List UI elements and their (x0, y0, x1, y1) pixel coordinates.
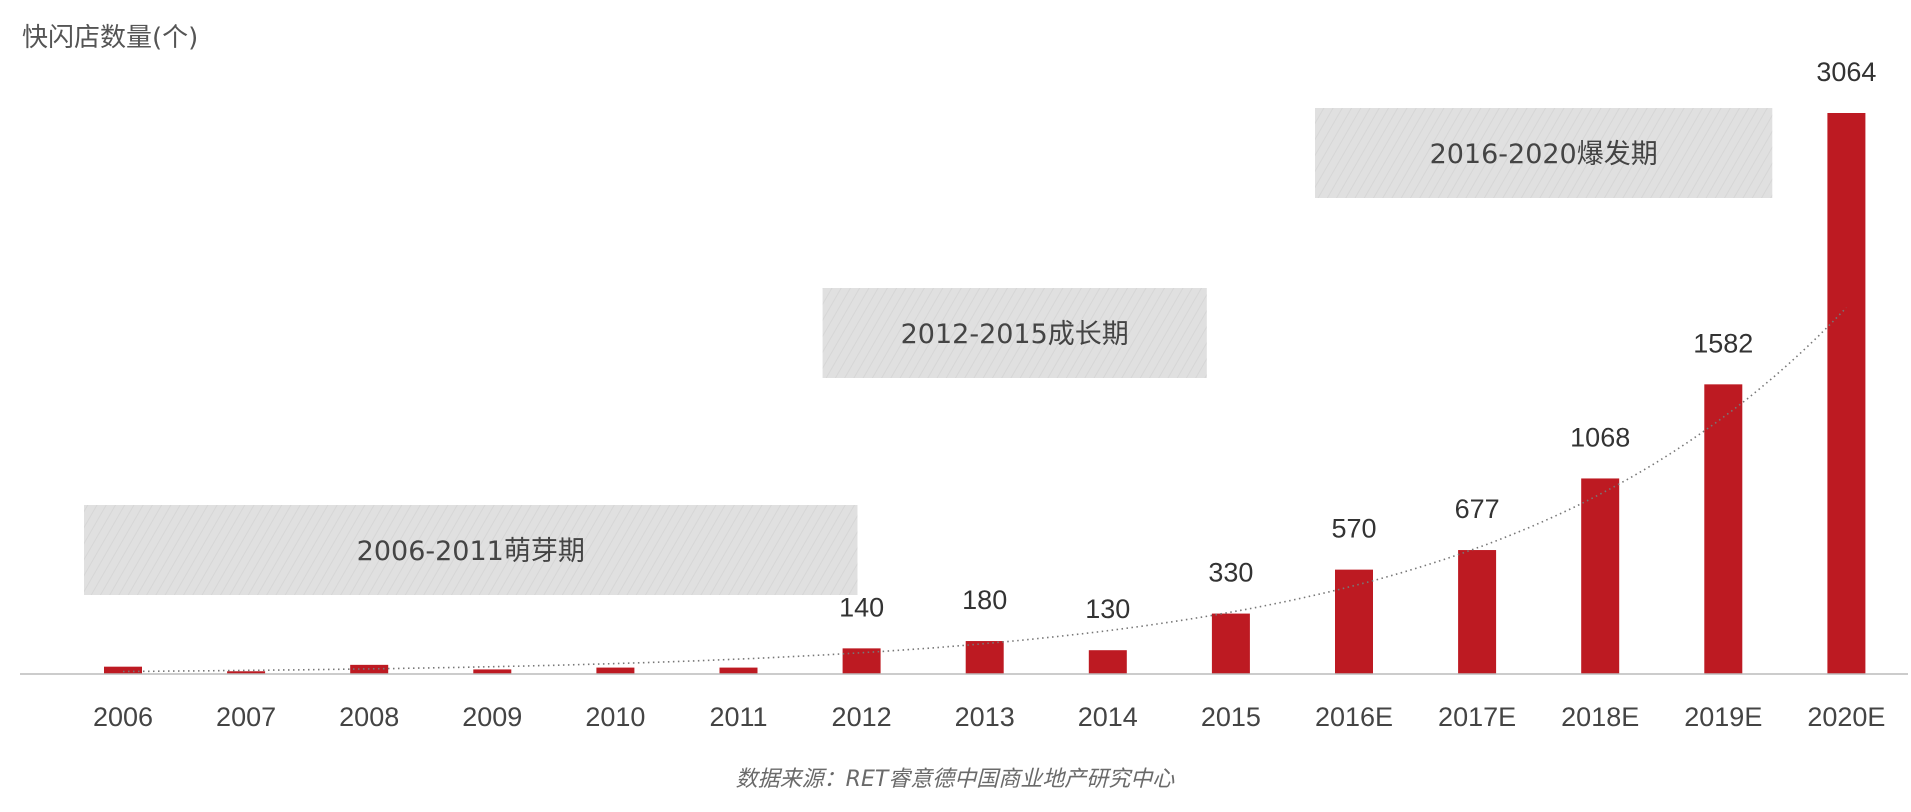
bar (1827, 113, 1866, 674)
x-tick-label: 2019E (1684, 702, 1762, 732)
data-label: 677 (1455, 494, 1500, 524)
bar (1458, 550, 1497, 674)
x-tick-label: 2008 (339, 702, 399, 732)
data-label: 330 (1208, 558, 1253, 588)
data-label: 570 (1331, 514, 1376, 544)
x-tick-label: 2012 (832, 702, 892, 732)
data-label: 1582 (1693, 328, 1753, 358)
bar (227, 671, 266, 674)
x-tick-label: 2016E (1315, 702, 1393, 732)
bar (1335, 569, 1373, 674)
data-label: 3064 (1816, 57, 1876, 87)
bar (473, 669, 512, 674)
bar (842, 648, 881, 674)
phase-label: 2016-2020爆发期 (1430, 139, 1658, 170)
x-tick-label: 2010 (585, 702, 645, 732)
phase-box (84, 505, 858, 595)
x-tick-label: 2017E (1438, 702, 1516, 732)
data-label: 140 (839, 592, 884, 622)
bar (1581, 478, 1620, 674)
source-note: 数据来源：RET睿意德中国商业地产研究中心 (736, 767, 1176, 792)
data-label: 130 (1085, 594, 1130, 624)
x-tick-label: 2015 (1201, 702, 1261, 732)
y-axis-title: 快闪店数量(个) (22, 23, 198, 53)
bars (104, 113, 1866, 674)
bar (1704, 384, 1743, 674)
x-tick-label: 2013 (955, 702, 1015, 732)
bar (596, 667, 635, 674)
bar (965, 641, 1004, 674)
x-tick-label: 2014 (1078, 702, 1138, 732)
data-label: 180 (962, 585, 1007, 615)
x-tick-labels: 2006 2007 2008 2009 2010 2011 2012 2013 2014 2015… (93, 702, 1885, 732)
bar (104, 666, 142, 674)
phase-label: 2006-2011萌芽期 (357, 536, 585, 567)
phase-label: 2012-2015成长期 (901, 319, 1129, 350)
x-tick-label: 2018E (1561, 702, 1639, 732)
data-label: 1068 (1570, 422, 1630, 452)
bar (1211, 613, 1250, 674)
phase-boxes: 2006-2011萌芽期 2012-2015成长期 2016-2020爆发期 (84, 108, 1773, 595)
x-tick-label: 2020E (1807, 702, 1885, 732)
x-tick-label: 2011 (709, 702, 767, 732)
phase-box (822, 288, 1207, 378)
x-tick-label: 2007 (216, 702, 276, 732)
bar (719, 667, 758, 674)
x-tick-label: 2006 (93, 702, 153, 732)
bar (1088, 650, 1127, 674)
x-tick-label: 2009 (462, 702, 522, 732)
phase-box (1315, 108, 1773, 198)
data-labels: 140 180 130 330 570 677 1068 1582 3064 (839, 57, 1876, 624)
